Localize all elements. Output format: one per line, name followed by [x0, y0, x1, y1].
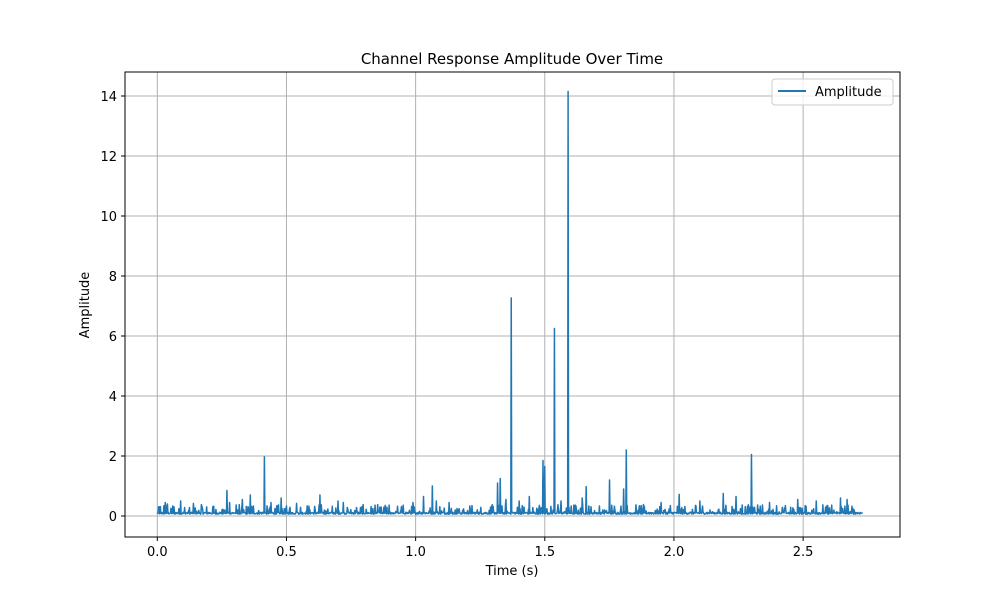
- y-tick-label: 8: [109, 270, 117, 285]
- y-axis-title: Amplitude: [78, 272, 93, 339]
- y-tick-label: 2: [109, 450, 117, 465]
- x-tick-label: 2.5: [793, 545, 814, 560]
- legend-box: [771, 78, 894, 106]
- x-tick-label: 1.5: [534, 545, 555, 560]
- y-tick-label: 6: [109, 330, 117, 345]
- plot-area: [156, 90, 864, 515]
- grid: [125, 72, 900, 537]
- y-tick-label: 12: [100, 150, 117, 165]
- y-tick-label: 4: [109, 390, 117, 405]
- series-line-amplitude: [156, 90, 864, 515]
- axes-frame: [124, 71, 901, 538]
- y-tick-label: 10: [100, 210, 117, 225]
- legend-label: Amplitude: [815, 85, 882, 100]
- legend: Amplitude: [771, 78, 894, 106]
- x-tick-label: 1.0: [405, 545, 426, 560]
- x-tick-label: 0.0: [147, 545, 168, 560]
- x-axis: 0.0 0.5 1.0 1.5 2.0 2.5: [147, 537, 814, 560]
- y-tick-label: 14: [100, 90, 117, 105]
- x-tick-label: 2.0: [664, 545, 685, 560]
- x-tick-label: 0.5: [276, 545, 297, 560]
- y-tick-label: 0: [109, 510, 117, 525]
- chart-title: Channel Response Amplitude Over Time: [361, 50, 663, 68]
- y-axis: 0 2 4 6 8 10 12 14: [100, 90, 125, 525]
- x-axis-title: Time (s): [485, 564, 539, 579]
